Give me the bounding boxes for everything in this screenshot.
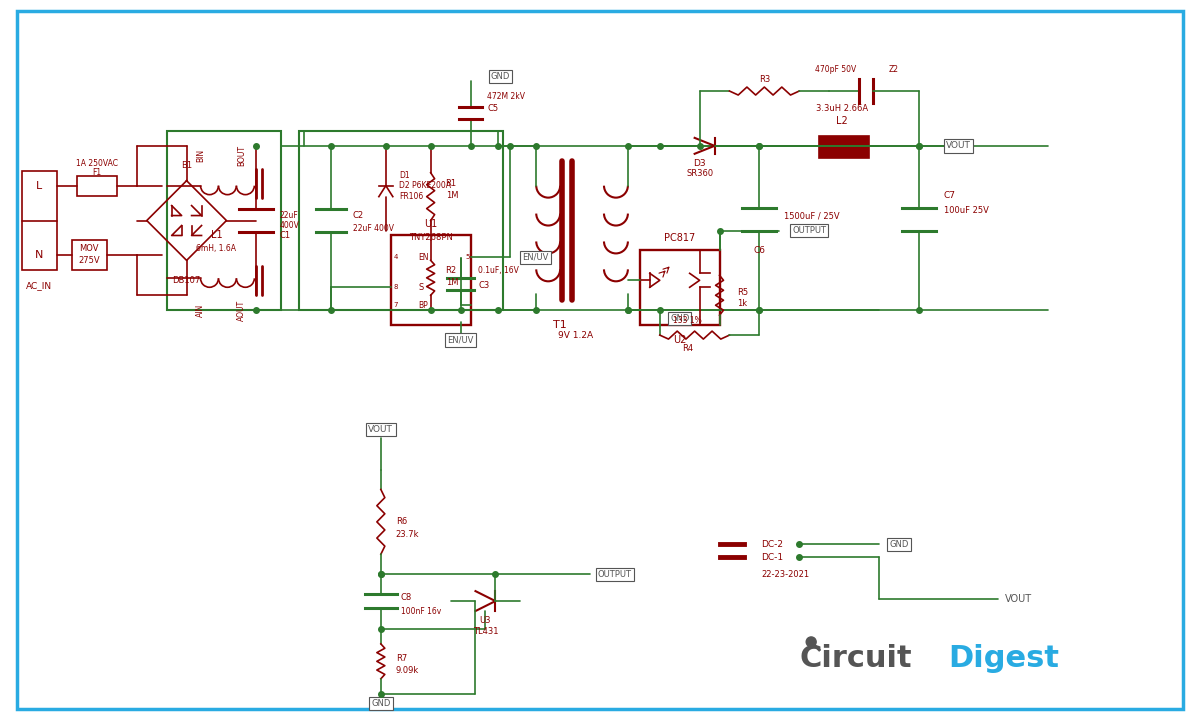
Text: U3: U3: [480, 616, 491, 626]
Text: 4: 4: [394, 254, 398, 261]
Text: B1: B1: [181, 161, 192, 170]
Circle shape: [806, 637, 816, 647]
Text: 1A 250VAC: 1A 250VAC: [76, 159, 118, 168]
Text: Z2: Z2: [889, 65, 899, 73]
Text: C1: C1: [280, 231, 290, 240]
Text: R5: R5: [738, 288, 749, 297]
Text: U1: U1: [424, 219, 437, 228]
Bar: [820, 136, 869, 158]
Text: C3: C3: [479, 281, 490, 289]
Text: C8: C8: [401, 593, 412, 602]
Text: C7: C7: [943, 191, 955, 200]
Text: 5: 5: [466, 254, 470, 261]
Bar: [77, 176, 116, 196]
Text: C5: C5: [487, 104, 498, 114]
Text: 8: 8: [394, 284, 398, 290]
Text: L2: L2: [836, 116, 848, 126]
Text: 22uF 400V: 22uF 400V: [353, 224, 394, 233]
Text: 22uF: 22uF: [280, 211, 298, 220]
Text: R1: R1: [445, 179, 457, 188]
Text: 9.09k: 9.09k: [396, 666, 419, 675]
Text: C2: C2: [353, 211, 364, 220]
Text: Digest: Digest: [949, 644, 1060, 673]
Text: 3.3uH 2.66A: 3.3uH 2.66A: [816, 104, 868, 114]
Text: D1: D1: [398, 171, 409, 180]
Text: 1k: 1k: [738, 299, 748, 307]
Text: BP: BP: [419, 301, 428, 310]
Text: VOUT: VOUT: [368, 426, 394, 434]
Text: EN: EN: [419, 253, 430, 262]
Text: R7: R7: [396, 654, 407, 663]
Text: TL431: TL431: [473, 627, 498, 636]
Text: DC-1: DC-1: [761, 553, 784, 562]
Text: MOV: MOV: [79, 244, 98, 253]
Text: TNY268PN: TNY268PN: [409, 233, 452, 242]
Text: 275V: 275V: [78, 256, 100, 265]
Bar: [299, 131, 503, 310]
Text: GND: GND: [670, 314, 689, 323]
Text: R2: R2: [445, 266, 457, 275]
Text: N: N: [35, 251, 43, 261]
Bar: [391, 235, 470, 325]
Text: AC_IN: AC_IN: [26, 281, 53, 289]
Text: 470pF 50V: 470pF 50V: [816, 65, 857, 73]
Text: 1500uF / 25V: 1500uF / 25V: [785, 211, 840, 220]
Text: D2 P6KE200A: D2 P6KE200A: [398, 181, 451, 190]
Text: 22-23-2021: 22-23-2021: [761, 570, 810, 579]
Text: L1: L1: [211, 230, 222, 240]
Text: 100uF 25V: 100uF 25V: [943, 206, 989, 215]
Text: 100nF 16v: 100nF 16v: [401, 606, 442, 616]
Text: SR360: SR360: [686, 169, 713, 179]
Text: AOUT: AOUT: [236, 300, 246, 320]
Text: EN/UV: EN/UV: [448, 336, 474, 345]
Text: VOUT: VOUT: [1004, 594, 1032, 604]
Text: DC-2: DC-2: [761, 540, 784, 549]
Text: PC817: PC817: [664, 233, 695, 243]
Text: R4: R4: [682, 343, 694, 353]
Bar: [23, 171, 58, 270]
Bar: [167, 131, 281, 310]
Text: 7: 7: [394, 302, 398, 308]
Text: 6mH, 1.6A: 6mH, 1.6A: [197, 244, 236, 253]
Text: BIN: BIN: [196, 149, 205, 162]
Text: 472M 2kV: 472M 2kV: [487, 91, 526, 101]
Text: T1: T1: [553, 320, 568, 330]
Text: DB107: DB107: [173, 276, 200, 285]
Text: 1M: 1M: [445, 278, 458, 287]
Text: 400V: 400V: [280, 221, 299, 230]
Text: BOUT: BOUT: [236, 145, 246, 166]
Text: D3: D3: [694, 159, 706, 168]
Text: S: S: [419, 283, 424, 292]
Text: R6: R6: [396, 517, 407, 526]
Text: 0.1uF, 16V: 0.1uF, 16V: [479, 266, 520, 275]
Text: GND: GND: [889, 540, 908, 549]
Text: 9V 1.2A: 9V 1.2A: [558, 330, 593, 340]
Text: AIN: AIN: [196, 304, 205, 317]
Text: U2: U2: [673, 335, 686, 345]
Text: R3: R3: [758, 75, 770, 84]
Text: GND: GND: [371, 699, 390, 708]
Text: C6: C6: [754, 246, 766, 255]
Text: EN/UV: EN/UV: [522, 253, 548, 262]
Text: GND: GND: [491, 71, 510, 81]
Text: L: L: [36, 181, 42, 191]
Bar: [640, 251, 720, 325]
Text: 133 1%: 133 1%: [673, 315, 702, 325]
Text: 23.7k: 23.7k: [396, 530, 419, 539]
Text: FR106: FR106: [398, 192, 424, 201]
Bar: [72, 240, 107, 270]
Text: Circuit: Circuit: [799, 644, 912, 673]
Text: OUTPUT: OUTPUT: [792, 226, 826, 235]
Text: F1: F1: [92, 168, 102, 177]
Text: 1M: 1M: [445, 191, 458, 200]
Text: OUTPUT: OUTPUT: [598, 570, 632, 579]
Text: VOUT: VOUT: [946, 141, 971, 150]
